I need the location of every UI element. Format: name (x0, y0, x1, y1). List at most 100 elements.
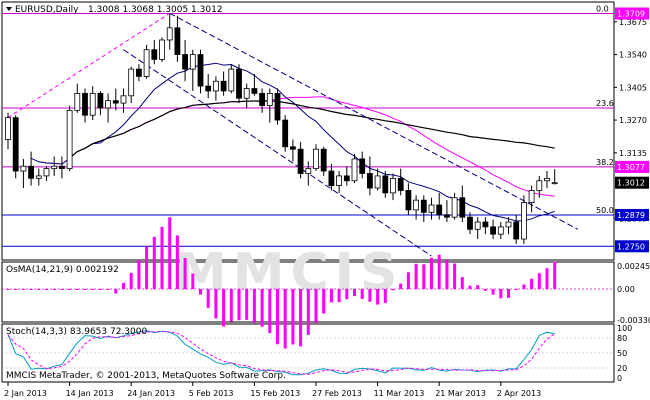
candle-body (259, 92, 266, 106)
osma-bar (553, 261, 557, 290)
candle-body (28, 165, 35, 179)
osma-tick-label: 0.002454 (617, 262, 650, 271)
candle-body (397, 177, 404, 191)
osma-bar (360, 289, 364, 299)
candle-body (43, 168, 50, 177)
osma-label: OsMA(14,21,9) 0.002192 (6, 265, 119, 275)
osma-bar (399, 283, 403, 290)
candle-body (159, 39, 165, 60)
osma-bar (29, 289, 33, 291)
stoch-tick-label: 20 (617, 364, 627, 373)
main-pane[interactable] (1, 1, 615, 261)
candle-body (51, 165, 58, 170)
candle-body (428, 204, 435, 213)
osma-bar (199, 289, 202, 295)
osma-bar (206, 289, 210, 308)
candle-body (359, 158, 366, 174)
osma-bar (430, 257, 433, 290)
candle-body (236, 68, 242, 99)
osma-bar (499, 289, 503, 299)
candle-body (366, 173, 373, 189)
candle-body (467, 216, 473, 230)
osma-bar (222, 289, 226, 327)
osma-bar (299, 289, 303, 347)
osma-bar (21, 289, 25, 291)
osma-bar (106, 289, 110, 291)
candle-body (513, 221, 520, 240)
osma-bar (537, 273, 541, 290)
osma-bar (260, 289, 264, 327)
price-tag-box (615, 240, 649, 253)
price-tag-label: 1.2750 (617, 242, 645, 251)
candle-body (174, 27, 181, 55)
stoch-tick-label: 0 (617, 374, 622, 383)
candle-body (205, 85, 212, 92)
channel-upper-line (169, 12, 579, 230)
price-tag-label: 1.3077 (617, 163, 645, 172)
candle-body (189, 54, 196, 70)
candle-body (436, 204, 443, 216)
osma-bar (229, 289, 233, 322)
osma-bar (291, 289, 295, 345)
price-tick-label: 1.3675 (619, 18, 647, 27)
osma-tick-label: 0.00 (617, 285, 635, 294)
price-tick-label: 1.3540 (619, 51, 647, 60)
candle-body (12, 117, 19, 172)
candle-body (105, 100, 111, 109)
osma-bar (45, 289, 48, 291)
osma-bar (453, 263, 457, 290)
candle-body (490, 226, 497, 235)
price-tag-box (615, 208, 649, 221)
candle-body (82, 92, 88, 116)
osma-bar (214, 289, 218, 319)
date-tick-label: 14 Jan 2013 (66, 389, 114, 398)
candle-body (66, 109, 73, 170)
price-tag-box (615, 160, 649, 173)
stoch-label: Stoch(14,3,3) 83.9653 72.3000 (6, 327, 147, 337)
candle-body (390, 177, 396, 194)
triangle-down-icon[interactable] (6, 7, 12, 11)
ma-long-line (69, 100, 555, 159)
price-tick-label: 1.3135 (619, 149, 647, 158)
candle-body (5, 117, 11, 140)
fib-level-label: 38.2 (596, 158, 614, 167)
date-tick-label: 15 Feb 2013 (250, 389, 300, 398)
osma-bar (522, 284, 526, 290)
osma-bar (98, 289, 102, 291)
price-tick-label: 1.3405 (619, 83, 647, 92)
candle-body (320, 148, 327, 172)
candle-body (143, 49, 150, 77)
candle-body (197, 54, 204, 87)
osma-bar (83, 289, 87, 291)
osma-bar (68, 289, 72, 291)
osma-bar (14, 289, 18, 291)
stoch-tick-label: 50 (617, 349, 627, 358)
candle-body (536, 180, 543, 191)
osma-bar (6, 289, 10, 291)
osma-bar (376, 289, 380, 305)
osma-bar (237, 289, 241, 321)
candle-body (166, 27, 173, 41)
osma-bar (91, 289, 95, 291)
osma-axis: 0.002454 0.00 -0.00330 (617, 262, 650, 325)
osma-bar (337, 289, 341, 303)
osma-bar (245, 289, 249, 320)
date-tick-label: 11 Mar 2013 (374, 389, 425, 398)
osma-bar (507, 289, 510, 298)
osma-bar (276, 289, 279, 345)
candle-body (313, 148, 319, 170)
osma-bar (545, 268, 549, 290)
candle-body (343, 175, 350, 182)
candle-body (128, 68, 135, 97)
osma-bar (137, 259, 141, 290)
osma-bar (183, 257, 187, 290)
osma-bar (145, 246, 149, 290)
osma-bar (368, 289, 372, 302)
candlestick-series (5, 13, 558, 244)
candle-body (97, 92, 104, 109)
fibonacci-levels: 0.0 23.6 38.2 50.0 (2, 5, 614, 247)
candle-body (374, 175, 381, 189)
candle-body (182, 54, 189, 70)
